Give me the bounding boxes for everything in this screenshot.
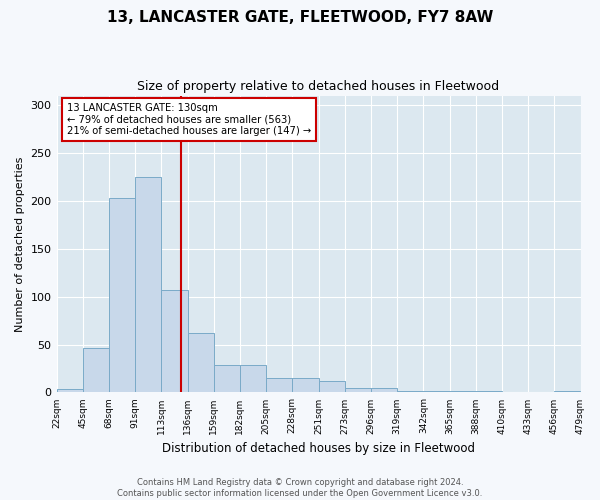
Bar <box>135 177 161 392</box>
Bar <box>240 364 266 392</box>
Bar <box>319 381 345 392</box>
X-axis label: Distribution of detached houses by size in Fleetwood: Distribution of detached houses by size … <box>162 442 475 455</box>
Text: 13, LANCASTER GATE, FLEETWOOD, FY7 8AW: 13, LANCASTER GATE, FLEETWOOD, FY7 8AW <box>107 10 493 25</box>
Bar <box>56 388 83 392</box>
Bar <box>161 290 188 392</box>
Bar <box>83 348 109 393</box>
Y-axis label: Number of detached properties: Number of detached properties <box>15 156 25 332</box>
Bar <box>554 390 580 392</box>
Bar <box>188 333 214 392</box>
Bar <box>109 198 135 392</box>
Text: 13 LANCASTER GATE: 130sqm
← 79% of detached houses are smaller (563)
21% of semi: 13 LANCASTER GATE: 130sqm ← 79% of detac… <box>67 103 311 136</box>
Bar <box>214 364 240 392</box>
Bar <box>345 388 371 392</box>
Bar <box>292 378 319 392</box>
Title: Size of property relative to detached houses in Fleetwood: Size of property relative to detached ho… <box>137 80 500 93</box>
Bar <box>266 378 292 392</box>
Bar <box>371 388 397 392</box>
Text: Contains HM Land Registry data © Crown copyright and database right 2024.
Contai: Contains HM Land Registry data © Crown c… <box>118 478 482 498</box>
